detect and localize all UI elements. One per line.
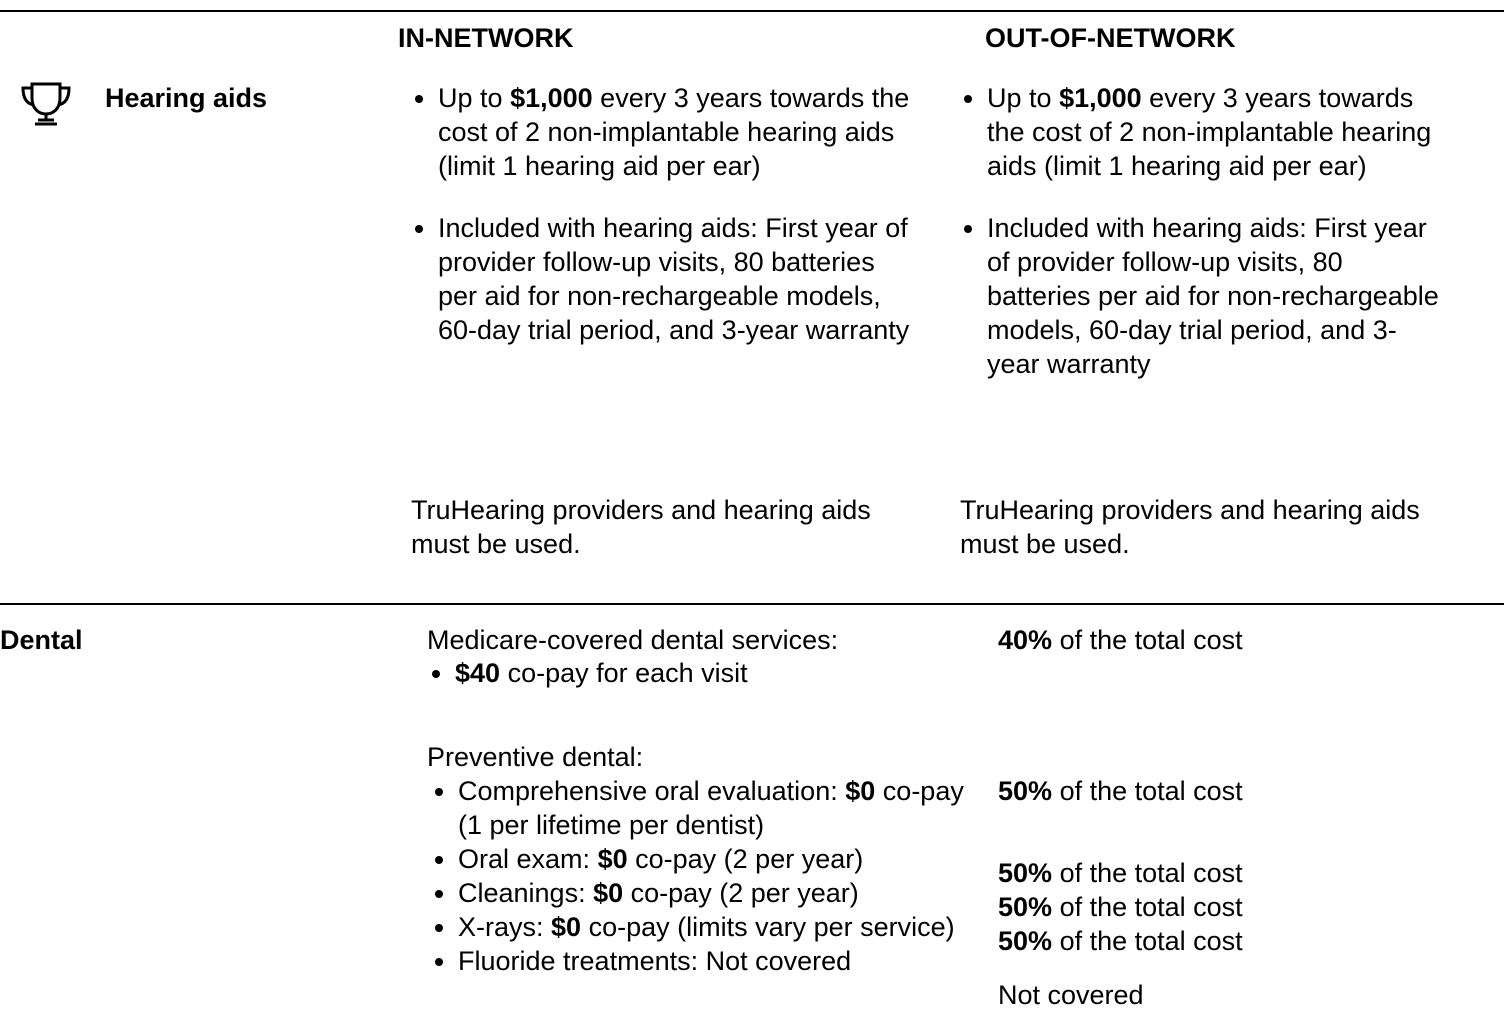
bold-text: 40% — [998, 625, 1053, 655]
bullet-list: $40 co-pay for each visit — [435, 656, 975, 690]
text: every 3 years towards the cost of 2 non-… — [987, 83, 1432, 181]
text: Up to — [987, 83, 1052, 113]
text: Not covered — [998, 980, 1144, 1010]
note: TruHearing providers and hearing aids mu… — [960, 495, 1420, 559]
text: Oral exam: — [458, 844, 591, 874]
text: co-pay (2 per year) — [635, 844, 864, 874]
bold-text: $1,000 — [1059, 83, 1142, 113]
bullet-item: Oral exam: $0 co-pay (2 per year) — [458, 842, 988, 876]
bullet-list: Comprehensive oral evaluation: $0 co-pay… — [438, 774, 988, 978]
bullet-item: $40 co-pay for each visit — [455, 656, 975, 690]
bullet-item: Included with hearing aids: First year o… — [438, 211, 918, 347]
row-label: Hearing aids — [105, 83, 268, 113]
bold-text: $0 — [597, 844, 628, 874]
text: of the total cost — [1059, 625, 1243, 655]
bold-text: $0 — [593, 878, 624, 908]
row-label: Dental — [0, 625, 83, 655]
text: Included with hearing aids: First year o… — [987, 213, 1439, 379]
bold-text: 50% — [998, 892, 1053, 922]
bullet-item: X-rays: $0 co-pay (limits vary per servi… — [458, 910, 988, 944]
bold-text: 50% — [998, 776, 1053, 806]
bullet-list: Up to $1,000 every 3 years towards the c… — [967, 81, 1442, 409]
text: every 3 years towards the cost of 2 non-… — [438, 83, 910, 181]
text: co-pay (limits vary per service) — [588, 912, 955, 942]
in-network-header: IN-NETWORK — [398, 23, 574, 53]
text: Comprehensive oral evaluation: — [458, 776, 838, 806]
out-cost: 50% of the total cost — [998, 924, 1243, 958]
note: TruHearing providers and hearing aids mu… — [411, 495, 871, 559]
text: Cleanings: — [458, 878, 586, 908]
bullet-list: Up to $1,000 every 3 years towards the c… — [418, 81, 918, 375]
text: X-rays: — [458, 912, 544, 942]
text: Fluoride treatments: Not covered — [458, 946, 852, 976]
row-rule — [0, 603, 1504, 605]
text: co-pay for each visit — [507, 658, 748, 688]
text: of the total cost — [1059, 776, 1243, 806]
out-cost: 40% of the total cost — [998, 623, 1243, 657]
bold-text: 50% — [998, 926, 1053, 956]
text: Included with hearing aids: First year o… — [438, 213, 910, 345]
bullet-item: Cleanings: $0 co-pay (2 per year) — [458, 876, 988, 910]
out-cost: 50% of the total cost — [998, 890, 1243, 924]
bullet-item: Up to $1,000 every 3 years towards the c… — [987, 81, 1442, 183]
text: co-pay (2 per year) — [630, 878, 859, 908]
bold-text: $40 — [455, 658, 501, 688]
section-heading: Preventive dental: — [427, 742, 644, 772]
bold-text: $1,000 — [510, 83, 593, 113]
bold-text: $0 — [845, 776, 876, 806]
text: Up to — [438, 83, 503, 113]
out-cost: 50% of the total cost — [998, 774, 1243, 808]
text: of the total cost — [1059, 892, 1243, 922]
out-cost: Not covered — [998, 978, 1144, 1012]
bullet-item: Fluoride treatments: Not covered — [458, 944, 988, 978]
bullet-item: Up to $1,000 every 3 years towards the c… — [438, 81, 918, 183]
section-heading: Medicare-covered dental services: — [427, 625, 839, 655]
bullet-item: Included with hearing aids: First year o… — [987, 211, 1442, 381]
bold-text: $0 — [551, 912, 582, 942]
bullet-item: Comprehensive oral evaluation: $0 co-pay… — [458, 774, 988, 842]
bold-text: 50% — [998, 858, 1053, 888]
out-cost: 50% of the total cost — [998, 856, 1243, 890]
top-rule — [0, 10, 1504, 12]
trophy-icon — [21, 82, 71, 126]
text: of the total cost — [1059, 926, 1243, 956]
text: of the total cost — [1059, 858, 1243, 888]
text: co-pay (1 per lifetime per dentist) — [458, 776, 964, 840]
out-network-header: OUT-OF-NETWORK — [985, 23, 1236, 53]
